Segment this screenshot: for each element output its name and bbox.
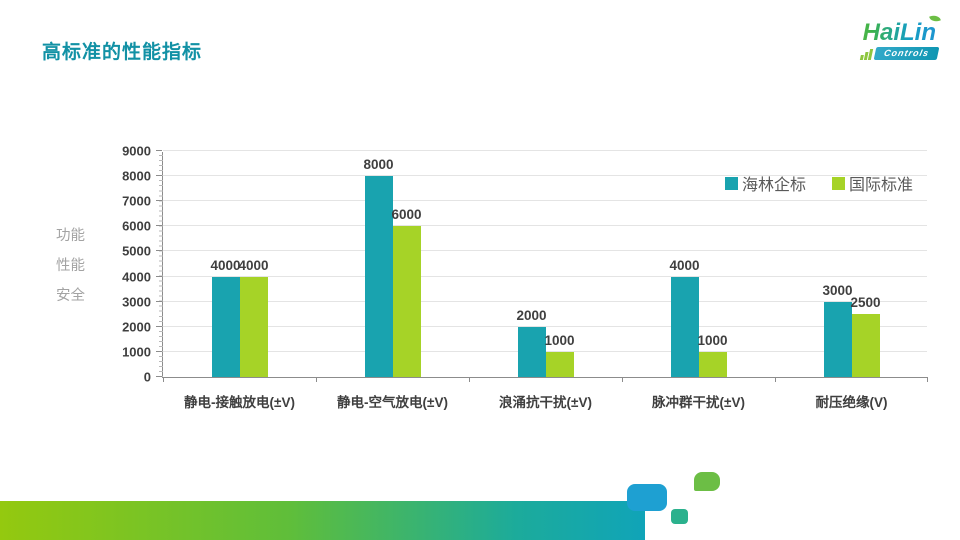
plot-area: 海林企标 国际标准 0 1000 2000 3000 4000 5000 6000 7000 80… — [122, 144, 928, 410]
gridline — [163, 325, 927, 327]
legend-label: 海林企标 — [741, 177, 806, 194]
bar-series2: 1000 — [544, 333, 575, 377]
bar-value-label: 1000 — [544, 332, 575, 348]
y-axis-tick — [156, 376, 162, 377]
x-axis-tick — [316, 377, 317, 382]
x-axis-tick — [469, 377, 470, 382]
category-label: 静电-接触放电(±V) — [184, 395, 295, 410]
x-axis-tick — [927, 377, 928, 382]
y-axis-tick — [156, 175, 162, 177]
legend-label: 国际标准 — [848, 177, 913, 194]
y-axis-tick — [156, 250, 162, 252]
deco-blue-square — [627, 484, 667, 511]
bar-chart: 功能性能安全 海林企标 国际标准 0 1000 2000 3000 4000 5000 600… — [56, 144, 928, 410]
y-axis-tick-label: 6000 — [122, 218, 151, 234]
bar-value-label: 2500 — [850, 295, 881, 311]
category-label: 静电-空气放电(±V) — [337, 395, 448, 410]
y-axis-title-line: 功能 — [56, 228, 85, 244]
bar-series2: 6000 — [391, 207, 422, 377]
bar-group: 4000 4000 — [163, 152, 316, 377]
y-axis-tick-label: 0 — [143, 369, 151, 385]
bar-series2: 1000 — [697, 333, 728, 377]
page-title: 高标准的性能指标 — [42, 42, 203, 63]
bar-value-label: 1000 — [697, 332, 728, 348]
y-axis-tick — [156, 300, 162, 302]
y-axis-title-line: 安全 — [56, 288, 85, 304]
bar-value-label: 8000 — [363, 157, 394, 173]
y-axis-tick-label: 9000 — [122, 143, 151, 159]
y-axis-tick — [156, 225, 162, 227]
y-axis-tick-label: 8000 — [122, 168, 151, 184]
x-axis-tick — [622, 377, 623, 382]
y-axis-tick-label: 3000 — [122, 294, 151, 310]
bar-series2: 2500 — [850, 295, 881, 377]
bar-series1: 8000 — [363, 157, 394, 377]
bar-value-label: 4000 — [669, 257, 700, 273]
bar-value-label: 4000 — [238, 257, 269, 273]
gridline — [163, 175, 927, 177]
bar-value-label: 4000 — [210, 257, 241, 273]
y-axis-tick-label: 4000 — [122, 269, 151, 285]
y-axis-tick — [156, 275, 162, 277]
y-axis-tick-label: 7000 — [122, 193, 151, 209]
category-label: 脉冲群干扰(±V) — [652, 395, 745, 410]
gridline — [163, 225, 927, 227]
y-axis-minor-ticks — [159, 152, 163, 377]
bar-group: 2000 1000 — [469, 152, 622, 377]
legend-item: 国际标准 — [831, 171, 913, 195]
gridline — [163, 250, 927, 252]
gridline — [163, 200, 927, 202]
deco-green-leaf — [694, 472, 720, 491]
legend-item: 海林企标 — [724, 171, 806, 195]
bar-value-label: 6000 — [391, 207, 422, 223]
bar-group: 3000 2500 — [775, 152, 928, 377]
gridline — [163, 275, 927, 277]
y-axis-tick — [156, 325, 162, 327]
y-axis-tick — [156, 150, 162, 151]
category-label: 耐压绝缘(V) — [815, 395, 888, 410]
bar-series1: 4000 — [669, 258, 700, 377]
x-axis-tick — [163, 377, 164, 382]
bar-series1: 4000 — [210, 258, 241, 377]
legend: 海林企标 国际标准 — [724, 171, 913, 195]
y-axis-title-line: 性能 — [56, 258, 85, 274]
bar-value-label: 3000 — [822, 282, 853, 298]
category-label: 浪涌抗干扰(±V) — [499, 395, 592, 410]
y-axis-tick-label: 5000 — [122, 243, 151, 259]
y-axis-title: 功能 性能 安全 — [56, 221, 85, 311]
bar-series2: 4000 — [238, 258, 269, 377]
bar-series1: 2000 — [516, 308, 547, 377]
bar-series1: 3000 — [822, 283, 853, 377]
legend-marker-icon — [831, 176, 845, 190]
y-axis-tick-label: 1000 — [122, 344, 151, 360]
bar-value-label: 2000 — [516, 307, 547, 323]
gridline — [163, 300, 927, 302]
deco-teal-square — [671, 509, 688, 524]
footer-gradient-band — [0, 501, 645, 540]
bar-group: 4000 1000 — [622, 152, 775, 377]
y-axis-tick — [156, 350, 162, 352]
y-axis-tick — [156, 200, 162, 202]
y-axis-tick-label: 2000 — [122, 319, 151, 335]
x-axis-tick — [775, 377, 776, 382]
legend-marker-icon — [724, 176, 738, 190]
gridline — [163, 150, 927, 151]
bar-group: 8000 6000 — [316, 152, 469, 377]
